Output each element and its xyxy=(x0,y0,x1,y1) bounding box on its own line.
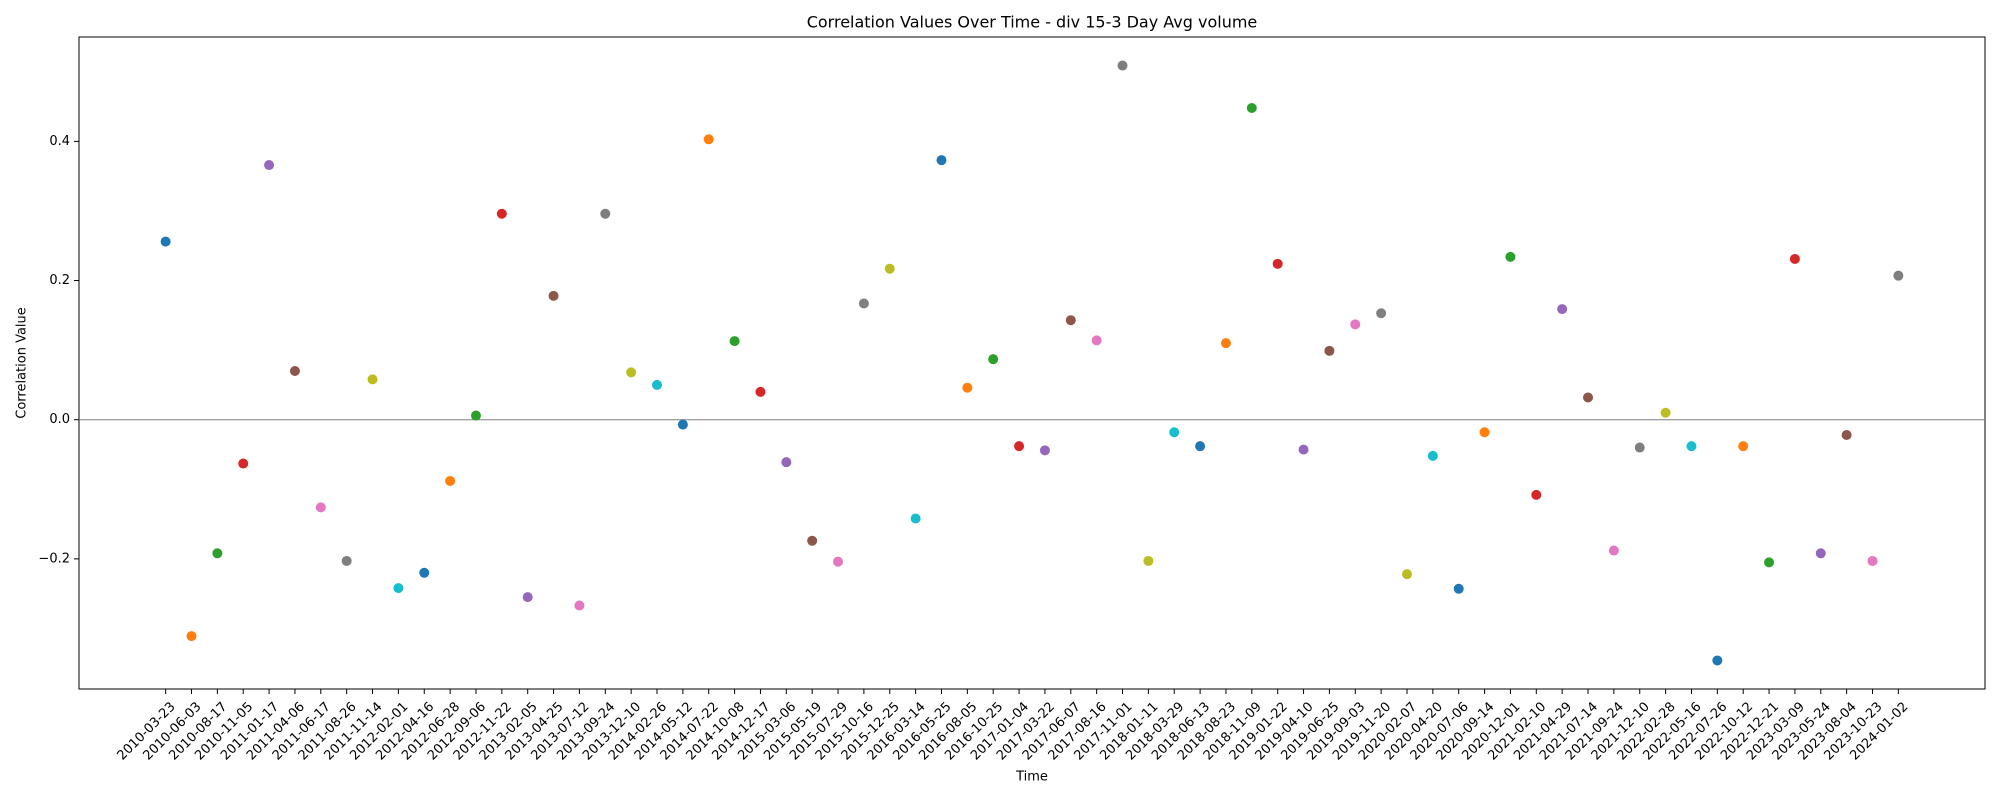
y-axis-label: Correlation Value xyxy=(15,307,30,419)
point xyxy=(600,208,611,219)
point xyxy=(1376,308,1387,319)
point xyxy=(729,336,740,347)
point xyxy=(1091,335,1102,346)
point xyxy=(1841,430,1852,441)
point xyxy=(238,458,249,469)
point xyxy=(574,600,585,611)
point xyxy=(367,374,378,385)
point xyxy=(807,535,818,546)
plot-frame xyxy=(78,36,1986,690)
y-tick-label: 0.0 xyxy=(49,412,70,427)
point xyxy=(470,410,481,421)
point xyxy=(1117,60,1128,71)
point xyxy=(781,457,792,468)
point xyxy=(1815,548,1826,559)
point xyxy=(1065,315,1076,326)
point xyxy=(289,366,300,377)
point xyxy=(1634,442,1645,453)
y-tick-label: 0.4 xyxy=(49,134,70,149)
point xyxy=(264,160,275,171)
point xyxy=(1220,338,1231,349)
x-axis-label: Time xyxy=(1015,770,1048,785)
point xyxy=(1557,304,1568,315)
point xyxy=(1531,489,1542,500)
point xyxy=(988,354,999,365)
point xyxy=(1143,555,1154,566)
point xyxy=(1453,583,1464,594)
point xyxy=(1867,555,1878,566)
point xyxy=(910,513,921,524)
point xyxy=(1401,569,1412,580)
point xyxy=(703,134,714,145)
point xyxy=(1660,407,1671,418)
point xyxy=(548,290,559,301)
point xyxy=(755,386,766,397)
point xyxy=(1608,545,1619,556)
point xyxy=(341,555,352,566)
point xyxy=(1686,441,1697,452)
point xyxy=(160,236,171,247)
point xyxy=(315,502,326,513)
point xyxy=(1350,319,1361,330)
y-tick-label: −0.2 xyxy=(38,551,70,566)
point xyxy=(1738,441,1749,452)
point xyxy=(936,155,947,166)
point xyxy=(1505,251,1516,262)
point xyxy=(186,631,197,642)
point xyxy=(1195,441,1206,452)
point xyxy=(1246,102,1257,113)
point xyxy=(833,556,844,567)
point xyxy=(1479,427,1490,438)
point xyxy=(677,419,688,430)
point xyxy=(522,592,533,603)
point xyxy=(496,208,507,219)
point xyxy=(1712,655,1723,666)
point xyxy=(1427,450,1438,461)
point xyxy=(1039,445,1050,456)
point xyxy=(884,263,895,274)
point xyxy=(1583,392,1594,403)
y-tick-label: 0.2 xyxy=(49,273,70,288)
point xyxy=(393,583,404,594)
point xyxy=(1169,427,1180,438)
chart-title: Correlation Values Over Time - div 15-3 … xyxy=(807,13,1258,32)
point xyxy=(1893,270,1904,281)
point xyxy=(962,382,973,393)
point xyxy=(445,475,456,486)
point xyxy=(1764,557,1775,568)
point xyxy=(1272,258,1283,269)
point xyxy=(419,567,430,578)
point xyxy=(1324,345,1335,356)
point xyxy=(1298,444,1309,455)
point xyxy=(652,379,663,390)
point xyxy=(1014,441,1025,452)
point xyxy=(626,367,637,378)
point xyxy=(1789,253,1800,264)
point xyxy=(858,298,869,309)
point xyxy=(212,548,223,559)
